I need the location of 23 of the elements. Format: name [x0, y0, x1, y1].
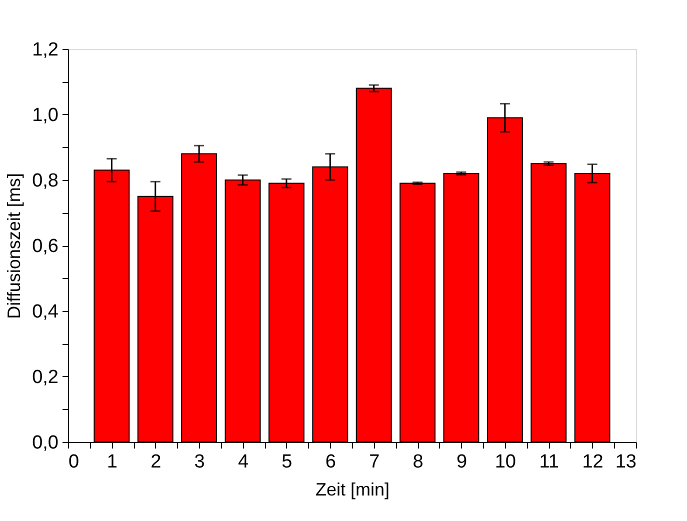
x-tick-label: 2 [150, 452, 162, 472]
y-tick-label: 0,0 [32, 432, 58, 454]
y-tick-label: 0,8 [32, 170, 58, 192]
x-tick-label: 8 [412, 452, 424, 472]
x-tick-label: 1 [106, 452, 118, 472]
x-tick-label: 10 [494, 452, 516, 472]
y-tick-label: 1,2 [32, 40, 58, 60]
y-axis-title: Diffusionszeit [ms] [4, 173, 24, 319]
x-tick-label: 13 [615, 452, 636, 472]
y-tick-label: 0,2 [32, 367, 58, 388]
y-tick-label: 0,4 [32, 302, 59, 322]
x-tick-label: 4 [238, 452, 249, 472]
x-axis-title: Zeit [min] [315, 480, 390, 500]
x-tick-label: 11 [539, 452, 559, 472]
x-tick-label: 6 [325, 452, 336, 472]
y-tick-label: 1,0 [32, 105, 58, 126]
x-tick-label: 5 [282, 452, 292, 472]
x-tick-label: 0 [68, 452, 80, 472]
x-tick-label: 3 [194, 452, 205, 472]
x-tick-label: 12 [582, 452, 604, 472]
y-tick-label: 0,6 [32, 236, 58, 257]
x-tick-label: 7 [369, 452, 380, 472]
x-tick-label: 9 [456, 452, 468, 472]
